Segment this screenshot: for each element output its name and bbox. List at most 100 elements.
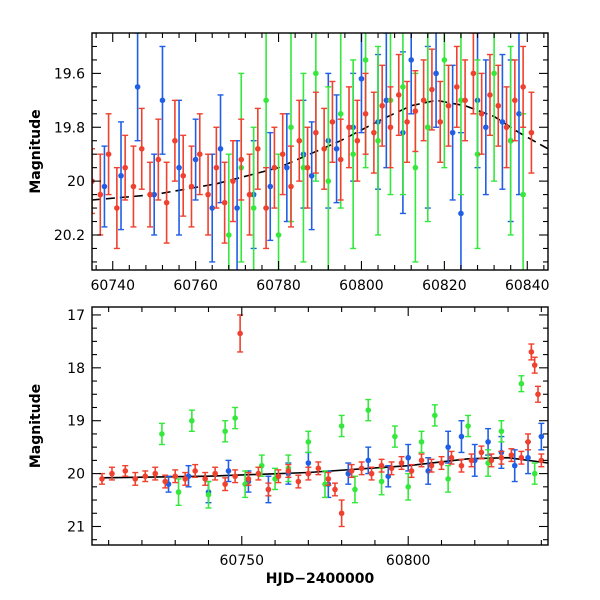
data-point bbox=[255, 146, 261, 152]
x-tick-label: 60820 bbox=[422, 278, 467, 294]
x-tick-label: 60840 bbox=[505, 278, 550, 294]
data-point bbox=[474, 151, 481, 157]
data-point bbox=[491, 70, 497, 77]
data-point bbox=[499, 119, 506, 125]
data-point bbox=[392, 433, 398, 440]
data-point bbox=[232, 415, 238, 421]
y-tick-label: 21 bbox=[67, 519, 85, 535]
data-point bbox=[520, 191, 526, 198]
data-point bbox=[437, 119, 444, 125]
data-point bbox=[428, 462, 435, 469]
data-point bbox=[362, 110, 369, 117]
data-point bbox=[263, 205, 269, 211]
x-tick-label: 60750 bbox=[220, 553, 265, 569]
data-point bbox=[346, 124, 352, 131]
data-point bbox=[468, 457, 475, 464]
data-point bbox=[405, 454, 412, 461]
data-point bbox=[267, 183, 274, 190]
data-point bbox=[535, 391, 541, 398]
data-point bbox=[418, 439, 425, 445]
y-tick-label: 18 bbox=[67, 361, 85, 377]
data-point bbox=[525, 439, 531, 445]
top-panel-light-curve: 60740 60760 60780 60800 60820 60840 19.6 19.8 20… bbox=[28, 32, 550, 294]
data-point bbox=[508, 452, 515, 458]
series-red bbox=[98, 314, 545, 528]
data-point bbox=[354, 137, 361, 144]
data-point bbox=[531, 470, 538, 477]
x-tick-label: 60760 bbox=[173, 278, 218, 294]
data-point bbox=[358, 465, 365, 472]
data-point bbox=[378, 478, 385, 485]
data-point bbox=[304, 164, 311, 171]
data-point bbox=[470, 70, 477, 77]
data-point bbox=[234, 205, 240, 211]
data-point bbox=[425, 468, 431, 474]
data-point bbox=[387, 124, 394, 131]
data-point bbox=[275, 473, 282, 480]
data-point bbox=[420, 97, 427, 104]
data-point bbox=[433, 70, 439, 77]
data-point bbox=[478, 449, 485, 456]
data-point bbox=[321, 146, 327, 152]
y-tick-label: 20 bbox=[67, 467, 85, 483]
data-point bbox=[288, 183, 294, 190]
data-point bbox=[332, 486, 338, 493]
data-point bbox=[337, 110, 344, 117]
data-point bbox=[408, 57, 415, 63]
data-point bbox=[525, 454, 531, 461]
data-point bbox=[105, 151, 112, 157]
data-point bbox=[275, 232, 282, 238]
data-point bbox=[448, 454, 455, 461]
data-point bbox=[180, 172, 186, 179]
data-point bbox=[142, 473, 149, 480]
data-point bbox=[109, 470, 115, 477]
y-axis-title: Magnitude bbox=[28, 384, 44, 468]
series-green bbox=[158, 375, 538, 509]
data-point bbox=[265, 486, 272, 493]
y-axis-title: Magnitude bbox=[28, 109, 44, 193]
bottom-panel-light-curve: 60750 60800 17 18 19 20 21 Magnitude HJD−2400000 bbox=[28, 306, 549, 587]
data-point bbox=[438, 460, 445, 466]
data-point bbox=[408, 468, 415, 474]
data-point bbox=[322, 481, 328, 487]
data-point bbox=[531, 362, 538, 368]
data-point bbox=[237, 330, 243, 337]
data-point bbox=[383, 97, 390, 104]
data-point bbox=[483, 124, 489, 131]
data-point bbox=[465, 423, 471, 429]
data-point bbox=[412, 108, 419, 114]
x-axis-title: HJD−2400000 bbox=[266, 571, 375, 587]
y-tick-label: 19 bbox=[67, 414, 85, 430]
data-point bbox=[388, 465, 395, 472]
plot-frame bbox=[91, 32, 549, 271]
data-point bbox=[478, 110, 485, 117]
data-point bbox=[518, 380, 525, 387]
data-point bbox=[221, 199, 228, 206]
data-point bbox=[404, 119, 410, 125]
data-point bbox=[238, 156, 245, 163]
data-point bbox=[172, 137, 178, 144]
data-point bbox=[488, 457, 495, 464]
data-point bbox=[405, 484, 412, 490]
data-point bbox=[213, 164, 220, 171]
data-point bbox=[246, 191, 253, 198]
data-point bbox=[371, 129, 377, 136]
data-point bbox=[412, 164, 419, 171]
data-point bbox=[325, 178, 332, 184]
data-point bbox=[172, 473, 179, 480]
data-point bbox=[285, 468, 292, 474]
y-tick-label: 19.8 bbox=[54, 120, 85, 136]
x-tick-label: 60800 bbox=[386, 553, 431, 569]
data-point bbox=[132, 476, 139, 482]
data-point bbox=[232, 473, 238, 480]
data-point bbox=[202, 476, 208, 482]
data-point bbox=[225, 468, 232, 474]
data-point bbox=[441, 57, 448, 63]
data-point bbox=[242, 481, 248, 487]
data-point bbox=[151, 191, 157, 198]
data-point bbox=[516, 110, 522, 117]
data-point bbox=[445, 476, 451, 482]
data-point bbox=[538, 433, 545, 440]
data-point bbox=[159, 431, 165, 437]
data-point bbox=[538, 457, 545, 464]
